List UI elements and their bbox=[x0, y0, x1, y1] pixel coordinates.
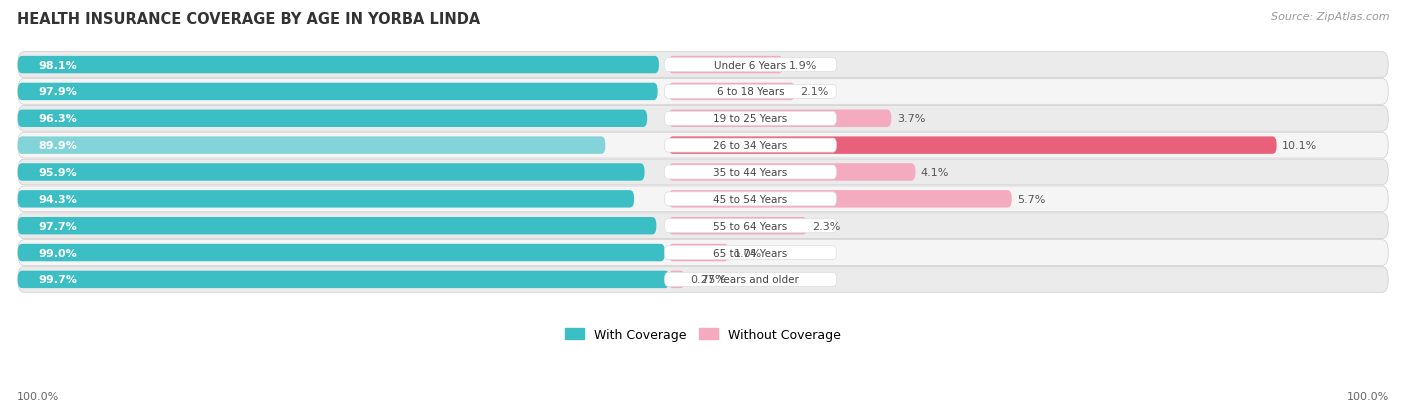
Text: 26 to 34 Years: 26 to 34 Years bbox=[713, 141, 787, 151]
Text: 55 to 64 Years: 55 to 64 Years bbox=[713, 221, 787, 231]
Text: 99.0%: 99.0% bbox=[38, 248, 77, 258]
FancyBboxPatch shape bbox=[18, 160, 1388, 185]
FancyBboxPatch shape bbox=[18, 79, 1388, 105]
Text: 4.1%: 4.1% bbox=[921, 168, 949, 178]
Text: 94.3%: 94.3% bbox=[38, 195, 77, 204]
FancyBboxPatch shape bbox=[669, 164, 915, 181]
Text: 97.7%: 97.7% bbox=[38, 221, 77, 231]
FancyBboxPatch shape bbox=[18, 57, 659, 74]
Text: Source: ZipAtlas.com: Source: ZipAtlas.com bbox=[1271, 12, 1389, 22]
FancyBboxPatch shape bbox=[665, 219, 837, 233]
FancyBboxPatch shape bbox=[669, 191, 1012, 208]
FancyBboxPatch shape bbox=[18, 110, 647, 128]
FancyBboxPatch shape bbox=[18, 83, 658, 101]
Text: 6 to 18 Years: 6 to 18 Years bbox=[717, 87, 785, 97]
FancyBboxPatch shape bbox=[669, 217, 807, 235]
Text: 99.7%: 99.7% bbox=[38, 275, 77, 285]
Text: Under 6 Years: Under 6 Years bbox=[714, 60, 786, 70]
Text: 45 to 54 Years: 45 to 54 Years bbox=[713, 195, 787, 204]
FancyBboxPatch shape bbox=[18, 133, 1388, 159]
FancyBboxPatch shape bbox=[18, 240, 1388, 266]
Text: 89.9%: 89.9% bbox=[38, 141, 77, 151]
Text: HEALTH INSURANCE COVERAGE BY AGE IN YORBA LINDA: HEALTH INSURANCE COVERAGE BY AGE IN YORB… bbox=[17, 12, 479, 27]
Legend: With Coverage, Without Coverage: With Coverage, Without Coverage bbox=[561, 323, 845, 346]
FancyBboxPatch shape bbox=[18, 106, 1388, 132]
Text: 10.1%: 10.1% bbox=[1282, 141, 1317, 151]
FancyBboxPatch shape bbox=[18, 191, 634, 208]
Text: 1.0%: 1.0% bbox=[734, 248, 762, 258]
FancyBboxPatch shape bbox=[18, 52, 1388, 78]
FancyBboxPatch shape bbox=[18, 187, 1388, 212]
FancyBboxPatch shape bbox=[665, 85, 837, 99]
Text: 75 Years and older: 75 Years and older bbox=[702, 275, 799, 285]
FancyBboxPatch shape bbox=[665, 112, 837, 126]
Text: 2.3%: 2.3% bbox=[813, 221, 841, 231]
FancyBboxPatch shape bbox=[669, 137, 1277, 154]
Text: 3.7%: 3.7% bbox=[897, 114, 925, 124]
FancyBboxPatch shape bbox=[18, 213, 1388, 239]
Text: 96.3%: 96.3% bbox=[38, 114, 77, 124]
FancyBboxPatch shape bbox=[669, 271, 685, 288]
Text: 97.9%: 97.9% bbox=[38, 87, 77, 97]
Text: 65 to 74 Years: 65 to 74 Years bbox=[713, 248, 787, 258]
FancyBboxPatch shape bbox=[665, 273, 837, 287]
FancyBboxPatch shape bbox=[669, 110, 891, 128]
FancyBboxPatch shape bbox=[18, 244, 665, 262]
FancyBboxPatch shape bbox=[18, 267, 1388, 292]
FancyBboxPatch shape bbox=[665, 139, 837, 153]
Text: 35 to 44 Years: 35 to 44 Years bbox=[713, 168, 787, 178]
Text: 2.1%: 2.1% bbox=[800, 87, 830, 97]
FancyBboxPatch shape bbox=[665, 166, 837, 180]
Text: 5.7%: 5.7% bbox=[1018, 195, 1046, 204]
FancyBboxPatch shape bbox=[669, 57, 783, 74]
Text: 0.27%: 0.27% bbox=[690, 275, 725, 285]
FancyBboxPatch shape bbox=[18, 137, 606, 154]
Text: 100.0%: 100.0% bbox=[17, 391, 59, 401]
Text: 100.0%: 100.0% bbox=[1347, 391, 1389, 401]
FancyBboxPatch shape bbox=[669, 244, 728, 262]
FancyBboxPatch shape bbox=[18, 217, 657, 235]
FancyBboxPatch shape bbox=[665, 246, 837, 260]
Text: 19 to 25 Years: 19 to 25 Years bbox=[713, 114, 787, 124]
FancyBboxPatch shape bbox=[18, 164, 644, 181]
FancyBboxPatch shape bbox=[665, 59, 837, 72]
Text: 98.1%: 98.1% bbox=[38, 60, 77, 70]
Text: 1.9%: 1.9% bbox=[789, 60, 817, 70]
FancyBboxPatch shape bbox=[18, 271, 669, 288]
FancyBboxPatch shape bbox=[665, 192, 837, 206]
FancyBboxPatch shape bbox=[669, 83, 794, 101]
Text: 95.9%: 95.9% bbox=[38, 168, 77, 178]
